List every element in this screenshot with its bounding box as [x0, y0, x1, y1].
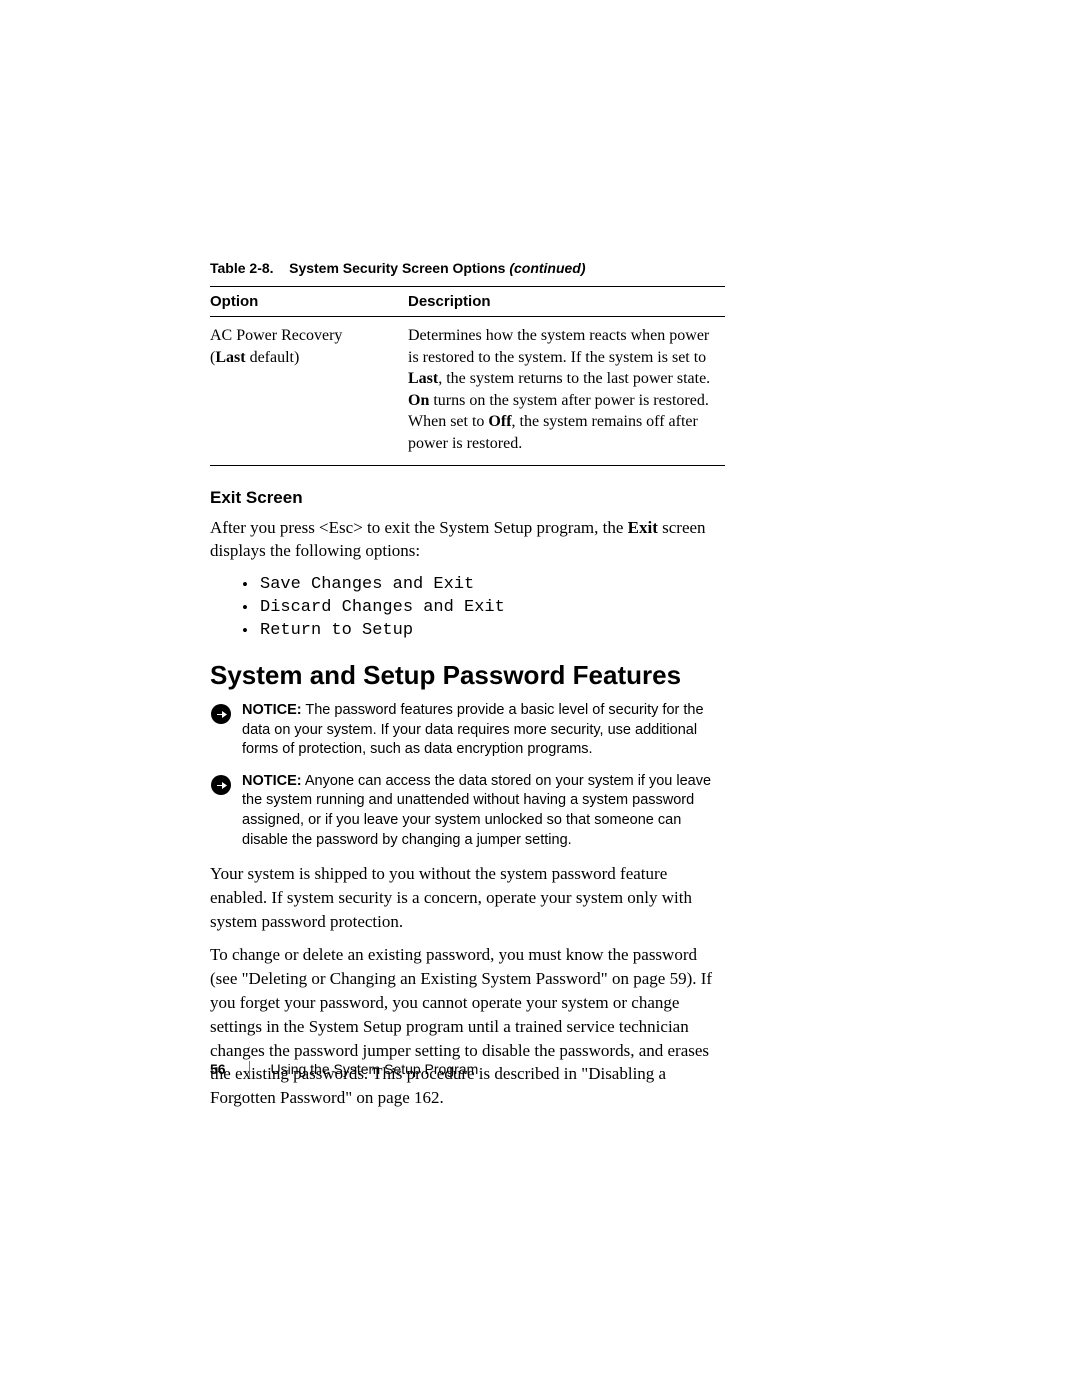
table-caption-suffix: (continued): [509, 260, 585, 276]
notice-text: NOTICE: Anyone can access the data store…: [242, 772, 725, 850]
exit-para-bold: Exit: [628, 518, 658, 537]
notice-icon: [210, 774, 232, 801]
exit-para-pre: After you press <Esc> to exit the System…: [210, 518, 628, 537]
desc-pre: Determines how the system reacts when po…: [408, 327, 709, 366]
exit-screen-para: After you press <Esc> to exit the System…: [210, 516, 725, 564]
td-option: AC Power Recovery (Last default): [210, 317, 408, 466]
table-caption-label: Table 2-8.: [210, 260, 274, 276]
th-description: Description: [408, 287, 725, 317]
notice-label: NOTICE:: [242, 773, 302, 789]
option-default-rest: default): [246, 349, 300, 366]
option-default-bold: Last: [215, 349, 245, 366]
desc-mid1: , the system returns to the last power s…: [438, 370, 710, 387]
notice-text: NOTICE: The password features provide a …: [242, 701, 725, 760]
notice-icon: [210, 703, 232, 730]
page: Table 2-8. System Security Screen Option…: [0, 0, 1080, 1397]
list-item: Discard Changes and Exit: [242, 596, 725, 619]
exit-screen-heading: Exit Screen: [210, 488, 725, 508]
exit-options-list: Save Changes and Exit Discard Changes an…: [242, 573, 725, 642]
notice-block: NOTICE: Anyone can access the data store…: [210, 772, 725, 850]
list-item: Return to Setup: [242, 619, 725, 642]
th-option: Option: [210, 287, 408, 317]
page-number: 56: [210, 1061, 226, 1077]
table-row: AC Power Recovery (Last default) Determi…: [210, 317, 725, 466]
notice-body: Anyone can access the data stored on you…: [242, 773, 711, 848]
notice-label: NOTICE:: [242, 702, 302, 718]
section-heading: System and Setup Password Features: [210, 660, 725, 691]
table-header-row: Option Description: [210, 287, 725, 317]
footer-title: Using the System Setup Program: [249, 1061, 478, 1077]
desc-b3: Off: [488, 413, 511, 430]
td-description: Determines how the system reacts when po…: [408, 317, 725, 466]
page-footer: 56 Using the System Setup Program: [210, 1061, 478, 1077]
list-item: Save Changes and Exit: [242, 573, 725, 596]
notice-body: The password features provide a basic le…: [242, 702, 704, 757]
body-para-2: To change or delete an existing password…: [210, 943, 725, 1110]
desc-b2: On: [408, 392, 429, 409]
table-caption: Table 2-8. System Security Screen Option…: [210, 260, 725, 276]
body-para-1: Your system is shipped to you without th…: [210, 862, 725, 933]
table-caption-title: System Security Screen Options: [289, 260, 505, 276]
option-name: AC Power Recovery: [210, 327, 342, 344]
options-table: Option Description AC Power Recovery (La…: [210, 286, 725, 466]
notice-block: NOTICE: The password features provide a …: [210, 701, 725, 760]
desc-b1: Last: [408, 370, 438, 387]
